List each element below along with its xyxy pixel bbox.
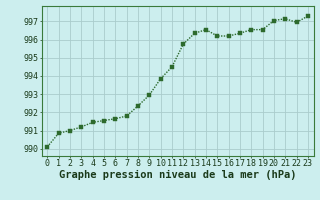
X-axis label: Graphe pression niveau de la mer (hPa): Graphe pression niveau de la mer (hPa) [59, 170, 296, 180]
